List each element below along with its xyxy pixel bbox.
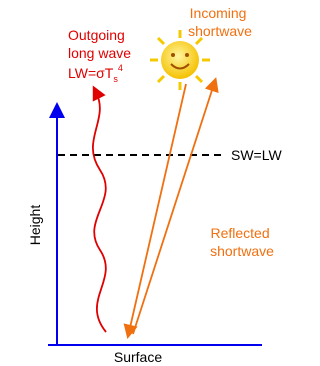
label-line: shortwave bbox=[210, 243, 274, 259]
longwave-arrow bbox=[93, 92, 106, 332]
diagram: Incoming shortwave Outgoing long wave LW… bbox=[0, 0, 292, 366]
formula-base: LW=σT bbox=[68, 65, 114, 81]
balance-label: SW=LW bbox=[231, 147, 282, 163]
reflected-arrow bbox=[133, 84, 214, 334]
label-line: Outgoing bbox=[68, 27, 125, 43]
reflected-label: Reflected shortwave bbox=[210, 225, 274, 259]
height-label: Height bbox=[27, 205, 43, 246]
formula-sub: s bbox=[113, 74, 118, 84]
sun bbox=[150, 30, 210, 90]
label-line: Reflected bbox=[210, 225, 269, 241]
formula-sup: 4 bbox=[118, 63, 123, 73]
incoming-label: Incoming shortwave bbox=[188, 5, 252, 39]
incoming-arrow bbox=[129, 84, 186, 332]
label-line: shortwave bbox=[188, 23, 252, 39]
surface-label: Surface bbox=[114, 349, 162, 365]
outgoing-label: Outgoing long wave bbox=[68, 27, 131, 61]
label-line: long wave bbox=[68, 45, 131, 61]
label-line: Incoming bbox=[190, 5, 247, 21]
formula: LW=σTs4 bbox=[68, 63, 123, 84]
